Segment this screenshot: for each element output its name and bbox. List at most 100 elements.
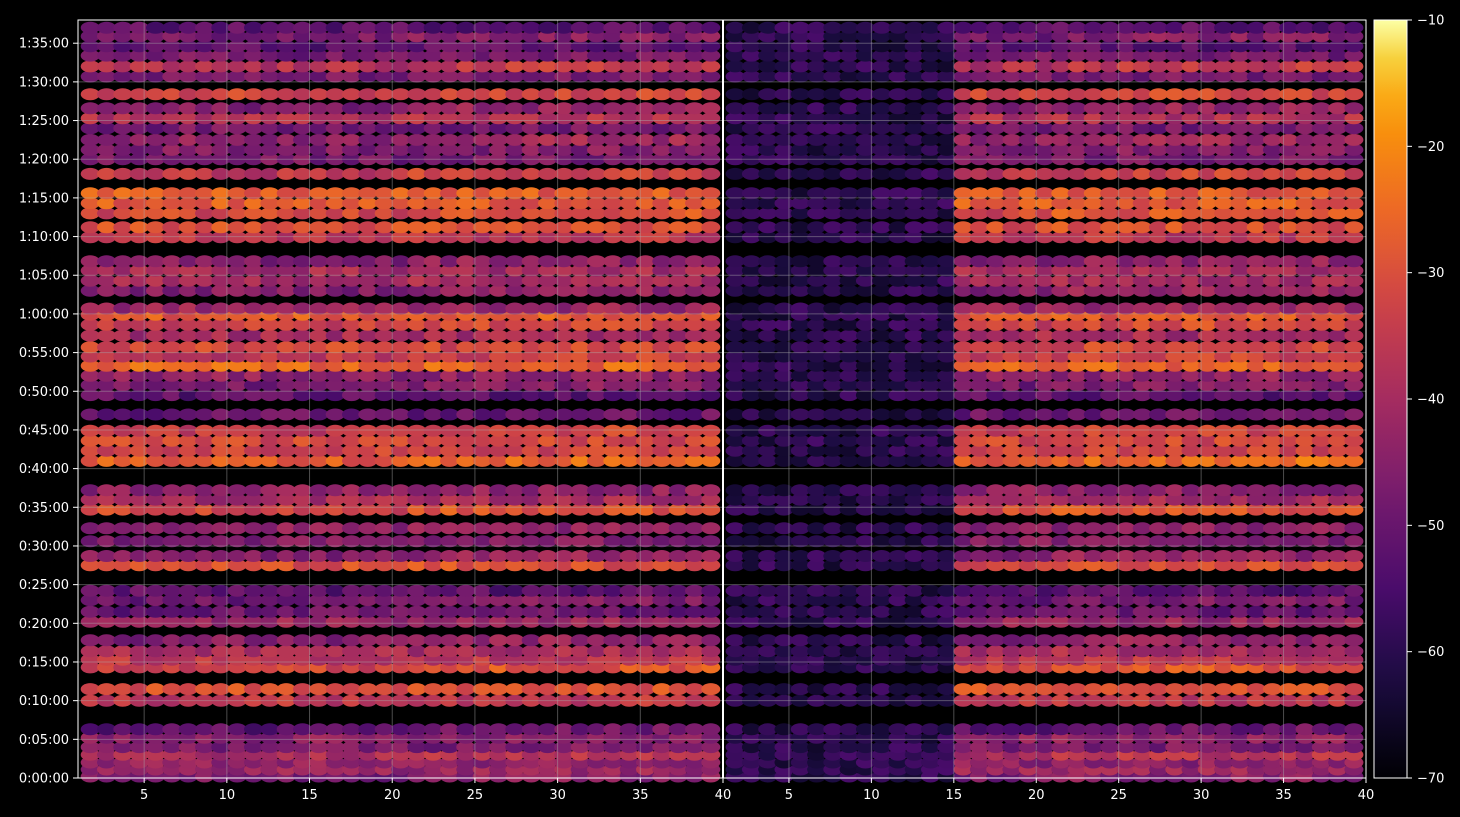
heatmap-cell (774, 143, 794, 156)
heatmap-cell (391, 255, 410, 268)
heatmap-cell (758, 454, 778, 467)
heatmap-cell (1002, 70, 1022, 83)
heatmap-cell (1035, 731, 1054, 744)
heatmap-cell (211, 255, 231, 268)
heatmap-cell (227, 40, 247, 53)
heatmap-cell (1311, 615, 1331, 628)
heatmap-cell (1279, 60, 1299, 73)
heatmap-cell (725, 70, 745, 83)
heatmap-cell (554, 255, 574, 268)
heatmap-cell (276, 615, 296, 628)
heatmap-cell (1116, 350, 1136, 363)
heatmap-cell (342, 493, 361, 506)
heatmap-cell (1002, 255, 1022, 268)
heatmap-cell (244, 615, 263, 628)
heatmap-cell (668, 408, 688, 421)
heatmap-cell (668, 207, 688, 220)
heatmap-cell (1100, 550, 1120, 562)
heatmap-cell (652, 255, 672, 268)
heatmap-cell (790, 207, 810, 220)
heatmap-cell (904, 723, 924, 736)
heatmap-cell (440, 694, 459, 707)
heatmap-cell (342, 424, 361, 437)
heatmap-cell (969, 634, 989, 647)
heatmap-cell (839, 167, 859, 180)
heatmap-cell (178, 70, 198, 83)
heatmap-cell (276, 341, 296, 354)
heatmap-cell (1197, 408, 1217, 421)
heatmap-cell (921, 167, 940, 180)
heatmap-cell (162, 350, 182, 363)
heatmap-cell (440, 605, 459, 618)
heatmap-cell (456, 143, 476, 156)
heatmap-cell (80, 21, 100, 34)
heatmap-cell (342, 503, 361, 516)
heatmap-cell (1116, 731, 1136, 744)
heatmap-cell (1051, 615, 1071, 628)
heatmap-cell (619, 255, 639, 268)
heatmap-cell (521, 255, 541, 268)
heatmap-cell (1116, 112, 1136, 125)
heatmap-cell (211, 264, 231, 277)
heatmap-cell (872, 49, 892, 62)
heatmap-cell (969, 197, 989, 210)
heatmap-cell (489, 723, 508, 736)
heatmap-cell (342, 634, 361, 647)
heatmap-cell (195, 634, 214, 647)
heatmap-cell (260, 264, 280, 277)
heatmap-cell (521, 741, 541, 754)
heatmap-cell (309, 683, 329, 696)
heatmap-cell (570, 594, 590, 607)
heatmap-cell (293, 341, 312, 354)
heatmap-cell (619, 683, 639, 696)
heatmap-cell (1035, 102, 1054, 115)
heatmap-cell (790, 634, 810, 647)
heatmap-cell (872, 274, 892, 287)
heatmap-cell (113, 88, 133, 101)
heatmap-cell (1116, 605, 1136, 618)
heatmap-cell (587, 731, 606, 744)
heatmap-cell (1279, 255, 1299, 268)
heatmap-cell (1132, 634, 1152, 647)
heatmap-cell (293, 102, 312, 115)
heatmap-cell (1083, 318, 1103, 331)
heatmap-cell (146, 653, 165, 666)
heatmap-cell (1132, 605, 1152, 618)
heatmap-cell (1262, 379, 1282, 392)
heatmap-cell (146, 503, 165, 516)
heatmap-cell (1018, 197, 1038, 210)
heatmap-cell (823, 653, 843, 666)
heatmap-cell (790, 40, 810, 53)
heatmap-cell (701, 30, 721, 43)
heatmap-cell (1295, 741, 1315, 754)
heatmap-cell (1132, 389, 1152, 402)
heatmap-cell (521, 49, 541, 62)
heatmap-cell (309, 341, 329, 354)
heatmap-cell (888, 594, 908, 607)
heatmap-cell (1018, 379, 1038, 392)
heatmap-cell (619, 731, 639, 744)
heatmap-cell (554, 424, 574, 437)
heatmap-cell (1051, 284, 1071, 297)
heatmap-cell (953, 615, 973, 628)
heatmap-cell (456, 30, 476, 43)
heatmap-cell (80, 731, 100, 744)
heatmap-cell (1328, 731, 1348, 744)
heatmap-cell (603, 535, 623, 548)
heatmap-cell (1295, 594, 1315, 607)
heatmap-cell (904, 493, 924, 506)
heatmap-cell (342, 112, 361, 125)
heatmap-cell (1149, 493, 1168, 506)
heatmap-cell (652, 615, 672, 628)
heatmap-cell (570, 21, 590, 34)
heatmap-cell (1116, 683, 1136, 696)
heatmap-cell (342, 49, 361, 62)
heatmap-cell (456, 122, 476, 135)
heatmap-cell (807, 133, 827, 146)
heatmap-cell (293, 359, 312, 372)
heatmap-cell (1230, 369, 1250, 382)
heatmap-cell (1002, 484, 1022, 497)
heatmap-cell (1067, 503, 1087, 516)
heatmap-cell (986, 70, 1006, 83)
heatmap-cell (80, 153, 100, 166)
